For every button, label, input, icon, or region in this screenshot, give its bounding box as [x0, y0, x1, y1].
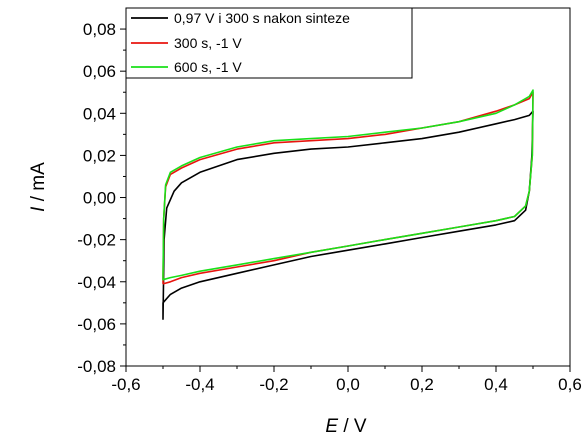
x-tick-label: -0,2 — [259, 375, 288, 394]
y-tick-label: -0,08 — [77, 357, 116, 376]
x-tick-label: 0,0 — [336, 375, 360, 394]
series-line-2 — [162, 89, 534, 281]
legend-label-0: 0,97 V i 300 s nakon sinteze — [174, 10, 350, 26]
legend-box — [125, 7, 413, 79]
legend: 0,97 V i 300 s nakon sinteze 300 s, -1 V… — [125, 7, 413, 79]
tick-labels-layer: -0,6 -0,4 -0,2 0,0 0,2 0,4 0,6 -0,08 -0,06 -0,04 -… — [77, 20, 582, 394]
series-line-1 — [162, 91, 534, 285]
y-tick-label: 0,08 — [83, 20, 116, 39]
x-tick-label: -0,6 — [111, 375, 140, 394]
legend-label-2: 600 s, -1 V — [174, 59, 242, 75]
y-axis-title-symbol: I — [28, 206, 49, 212]
y-tick-label: -0,06 — [77, 315, 116, 334]
legend-label-1: 300 s, -1 V — [174, 35, 242, 51]
x-tick-label: 0,2 — [410, 375, 434, 394]
x-axis-title-symbol: E — [325, 416, 338, 437]
y-tick-label: 0,02 — [83, 146, 116, 165]
y-tick-label: -0,02 — [77, 231, 116, 250]
y-tick-label: 0,00 — [83, 189, 116, 208]
y-tick-label: 0,06 — [83, 62, 116, 81]
series-line-0 — [162, 110, 534, 320]
y-axis-title-unit: / mA — [28, 162, 49, 207]
y-tick-label: -0,04 — [77, 273, 116, 292]
x-tick-label: 0,6 — [558, 375, 582, 394]
x-axis-title: E / V — [325, 416, 367, 437]
series-layer — [162, 89, 534, 320]
ticks-layer — [120, 28, 571, 372]
x-tick-label: 0,4 — [484, 375, 508, 394]
x-axis-title-unit: / V — [338, 416, 367, 437]
y-axis-title: I / mA — [28, 162, 49, 212]
y-tick-label: 0,04 — [83, 104, 116, 123]
x-tick-label: -0,4 — [185, 375, 214, 394]
